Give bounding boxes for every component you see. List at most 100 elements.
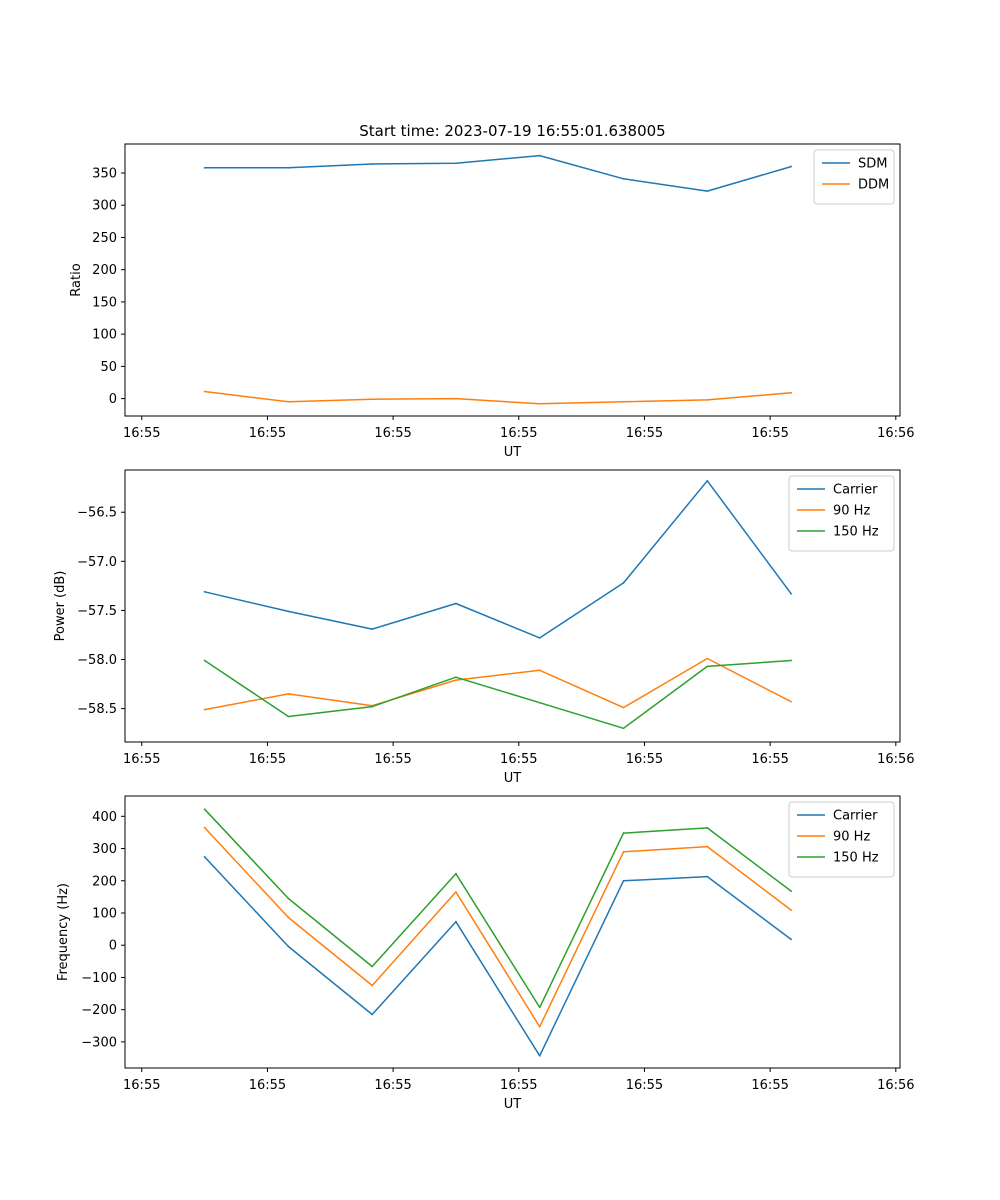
y-tick-label: −100: [81, 971, 117, 986]
y-tick-label: 100: [92, 328, 117, 343]
data-point: [371, 1013, 374, 1016]
data-point: [790, 659, 792, 662]
data-point: [538, 1025, 541, 1028]
y-tick-label: 350: [92, 167, 117, 182]
data-point: [203, 826, 206, 829]
data-point: [203, 708, 206, 711]
y-tick-label: 100: [92, 906, 117, 921]
data-point: [455, 920, 457, 923]
data-point: [203, 659, 206, 662]
data-point: [455, 602, 457, 605]
series-line-sdm: [204, 154, 792, 192]
data-point: [455, 397, 457, 400]
series-line-carrier: [204, 856, 792, 1057]
data-point: [287, 715, 290, 718]
series-line-90-hz: [204, 657, 792, 711]
data-point: [622, 850, 625, 853]
data-point: [622, 582, 625, 584]
data-point: [287, 916, 290, 919]
data-point: [706, 875, 709, 878]
data-point: [706, 845, 709, 848]
data-point: [790, 700, 792, 703]
y-tick-label: 50: [100, 360, 117, 375]
data-point: [622, 177, 625, 180]
y-tick-label: −56.5: [77, 506, 117, 521]
x-tick-label: 16:55: [500, 426, 537, 441]
y-axis-label: Power (dB): [53, 571, 68, 642]
data-point: [371, 398, 374, 401]
data-point: [622, 400, 625, 403]
x-tick-label: 16:56: [877, 1078, 914, 1093]
data-point: [538, 669, 541, 672]
data-point: [371, 984, 374, 987]
x-tick-label: 16:55: [751, 426, 788, 441]
x-tick-label: 16:55: [374, 1078, 411, 1093]
data-point: [706, 190, 709, 192]
data-point: [287, 400, 290, 403]
x-tick-label: 16:56: [877, 752, 914, 767]
plot-frame: [124, 143, 901, 417]
data-point: [287, 166, 290, 169]
y-tick-label: −57.5: [77, 604, 117, 619]
data-point: [790, 165, 792, 168]
data-point: [287, 692, 290, 695]
data-point: [538, 1054, 541, 1057]
data-point: [790, 592, 792, 595]
x-tick-label: 16:55: [500, 752, 537, 767]
legend-label: 150 Hz: [833, 851, 879, 866]
x-tick-label: 16:56: [877, 426, 914, 441]
data-point: [622, 727, 625, 730]
x-tick-label: 16:55: [751, 752, 788, 767]
chart-title: Start time: 2023-07-19 16:55:01.638005: [359, 122, 665, 140]
legend-box: [788, 475, 895, 552]
data-point: [455, 872, 457, 875]
data-point: [790, 909, 792, 911]
y-tick-label: −58.5: [77, 702, 117, 717]
data-point: [706, 398, 709, 401]
data-point: [538, 637, 541, 639]
y-axis-label: Ratio: [69, 263, 84, 296]
y-tick-label: 200: [92, 263, 117, 278]
series-line-150-hz: [204, 808, 792, 1009]
x-tick-label: 16:55: [626, 426, 663, 441]
data-point: [455, 679, 457, 682]
series-line-90-hz: [204, 827, 792, 1028]
x-tick-label: 16:55: [123, 752, 160, 767]
chart-panel-1: 16:55 16:55 16:55 16:55 16:55 16:55 16:56 0 50 10…: [69, 122, 915, 460]
data-point: [371, 965, 374, 968]
plot-frame: [124, 469, 901, 743]
x-tick-label: 16:55: [751, 1078, 788, 1093]
data-point: [371, 163, 374, 165]
legend-label: 90 Hz: [833, 504, 870, 519]
data-point: [790, 391, 792, 394]
legend-label: DDM: [858, 178, 889, 193]
chart-panel-2: 16:55 16:55 16:55 16:55 16:55 16:55 16:56 −58.5…: [53, 469, 915, 786]
legend-label: Carrier: [833, 809, 878, 824]
data-point: [455, 162, 457, 165]
data-point: [371, 628, 374, 630]
data-point: [455, 676, 457, 679]
data-point: [790, 890, 792, 892]
data-point: [538, 701, 541, 704]
y-tick-label: −58.0: [77, 653, 117, 668]
data-point: [203, 856, 206, 858]
data-point: [706, 657, 709, 660]
data-point: [538, 1006, 541, 1009]
series-line-150-hz: [204, 659, 792, 730]
legend-label: SDM: [858, 157, 887, 172]
chart-panel-3: 16:55 16:55 16:55 16:55 16:55 16:55 16:56 −300 −…: [56, 795, 915, 1112]
data-point: [706, 479, 709, 482]
y-axis-label: Frequency (Hz): [56, 883, 71, 981]
data-point: [287, 897, 290, 900]
data-point: [203, 808, 206, 811]
y-tick-label: −200: [81, 1003, 117, 1018]
series-line-carrier: [204, 480, 792, 639]
x-tick-label: 16:55: [123, 1078, 160, 1093]
y-tick-label: −300: [81, 1035, 117, 1050]
series-line-ddm: [204, 390, 792, 405]
y-tick-label: 250: [92, 231, 117, 246]
data-point: [203, 390, 206, 393]
legend-label: Carrier: [833, 483, 878, 498]
legend-label: 150 Hz: [833, 525, 879, 540]
